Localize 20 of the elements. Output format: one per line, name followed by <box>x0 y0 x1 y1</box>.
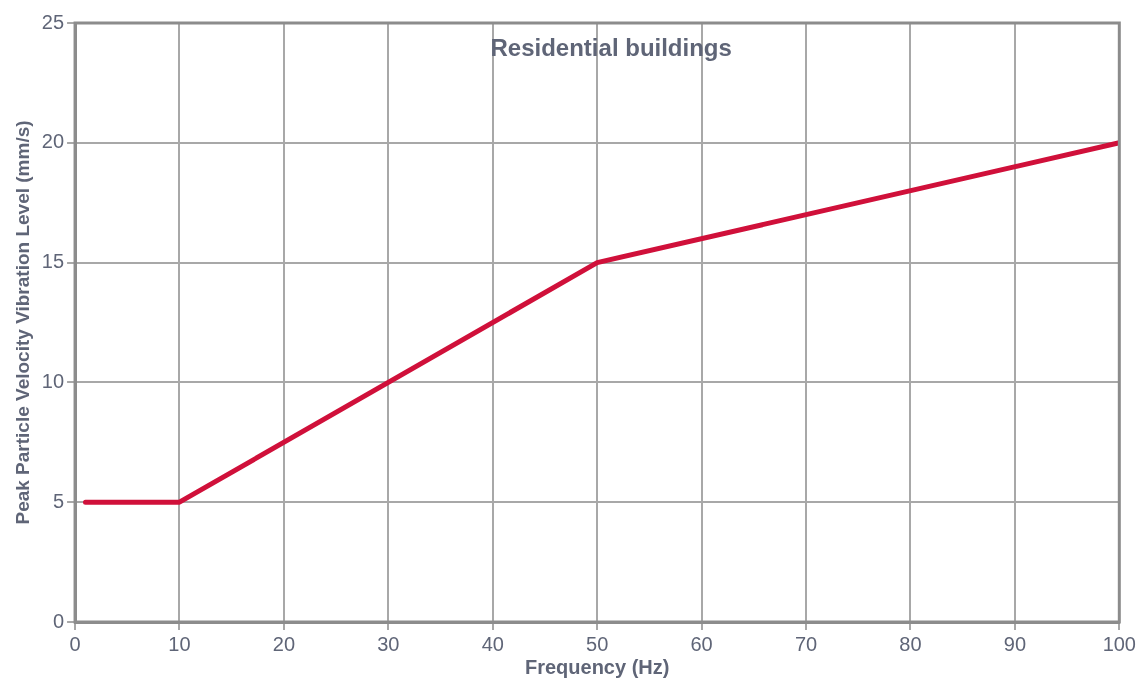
x-tick-label: 70 <box>794 632 818 655</box>
x-tick-label: 60 <box>690 632 713 655</box>
y-axis-title: Peak Particle Velocity Vibration Level (mm/s) <box>11 120 33 525</box>
y-tick-label: 20 <box>41 130 65 153</box>
y-tick-label: 10 <box>41 369 65 392</box>
x-axis-title: Frequency (Hz) <box>524 655 670 678</box>
x-tick-label: 30 <box>377 632 400 655</box>
y-tick-label: 5 <box>52 489 65 512</box>
x-tick-label: 0 <box>69 632 81 655</box>
x-tick-label: 100 <box>1102 632 1136 655</box>
x-tick-label: 20 <box>272 632 296 655</box>
chart-title: Residential buildings <box>490 33 732 61</box>
x-tick-label: 80 <box>899 632 922 655</box>
y-tick-label: 25 <box>41 10 65 33</box>
x-tick-label: 50 <box>586 632 609 655</box>
y-tick-label: 15 <box>41 250 65 273</box>
y-tick-label: 0 <box>52 609 65 632</box>
x-tick-label: 90 <box>1003 632 1027 655</box>
x-tick-label: 40 <box>481 632 504 655</box>
x-tick-label: 10 <box>168 632 191 655</box>
